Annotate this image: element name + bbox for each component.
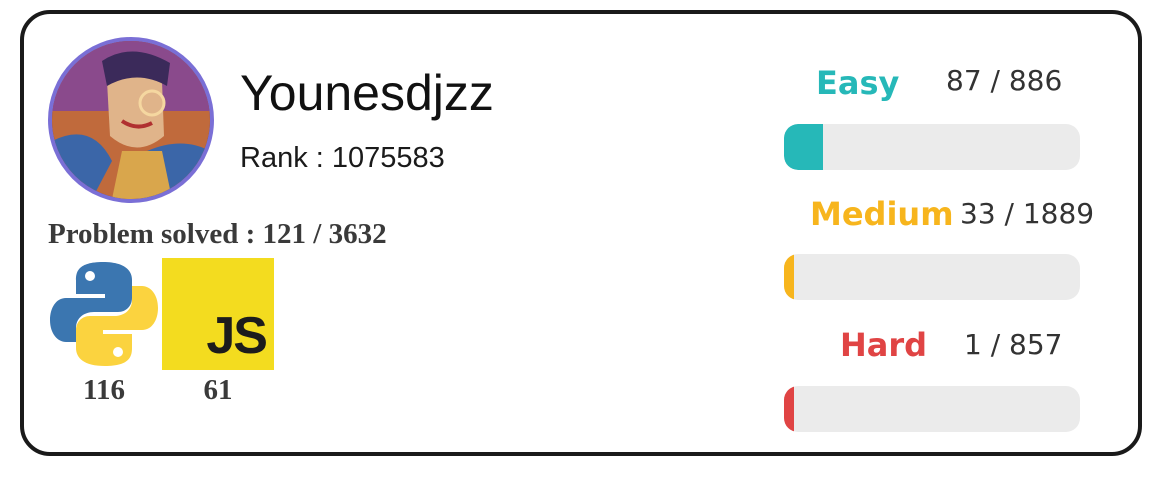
easy-progress-bar: [784, 124, 1080, 170]
medium-value: 33 / 1889: [960, 197, 1095, 230]
js-icon: JS: [162, 258, 274, 370]
js-solved-count: 61: [203, 374, 233, 406]
avatar-image: [52, 41, 210, 199]
medium-label: Medium: [810, 195, 954, 233]
easy-value: 87 / 886: [946, 64, 1063, 97]
easy-progress-fill: [784, 124, 823, 170]
python-solved-count: 116: [83, 374, 125, 406]
username: Younesdjzz: [240, 65, 494, 121]
easy-label: Easy: [816, 64, 900, 102]
medium-progress-bar: [784, 254, 1080, 300]
python-icon: [48, 258, 160, 370]
hard-progress-bar: [784, 386, 1080, 432]
leetcode-stats-card: [20, 10, 1142, 456]
hard-label: Hard: [840, 326, 928, 364]
problems-solved-text: Problem solved : 121 / 3632: [48, 218, 387, 250]
hard-value: 1 / 857: [964, 328, 1063, 361]
avatar: [48, 37, 214, 203]
hard-progress-fill: [784, 386, 794, 432]
medium-progress-fill: [784, 254, 794, 300]
rank-text: Rank : 1075583: [240, 142, 445, 174]
js-icon-label: JS: [206, 307, 268, 365]
